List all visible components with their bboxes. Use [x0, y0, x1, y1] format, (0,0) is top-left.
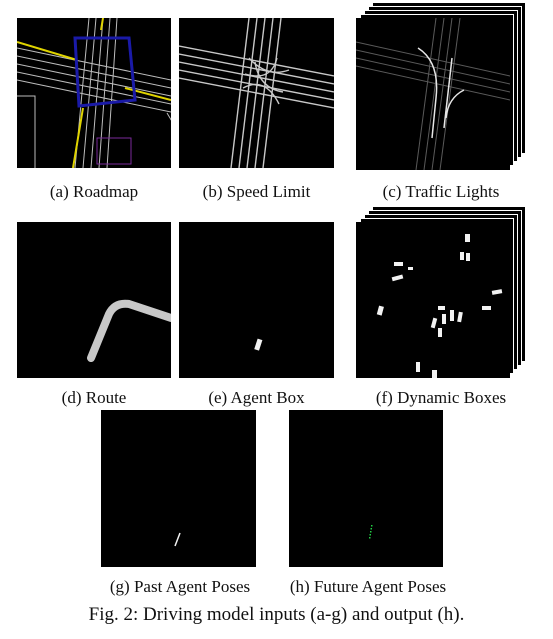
caption-traffic-lights: (c) Traffic Lights: [382, 182, 500, 201]
panel-past-agent-poses: [101, 410, 256, 567]
caption-future-agent-poses: (h) Future Agent Poses: [289, 577, 447, 596]
caption-speed-limit: (b) Speed Limit: [202, 182, 311, 201]
panel-speed-limit: [179, 18, 334, 168]
panel-traffic-lights: [355, 2, 526, 171]
panel-route: [17, 222, 171, 378]
panel-future-agent-poses: [289, 410, 443, 567]
panel-agent-box: [179, 222, 334, 378]
panel-dynamic-boxes: [356, 206, 526, 378]
caption-dynamic-boxes: (f) Dynamic Boxes: [375, 388, 507, 407]
stack-sheet-front: [356, 222, 510, 378]
caption-roadmap: (a) Roadmap: [49, 182, 139, 201]
caption-route: (d) Route: [61, 388, 127, 407]
stack-sheet-front: [355, 17, 511, 171]
figure-caption: Fig. 2: Driving model inputs (a-g) and o…: [88, 604, 465, 625]
caption-past-agent-poses: (g) Past Agent Poses: [109, 577, 251, 596]
caption-agent-box: (e) Agent Box: [208, 388, 305, 407]
panel-roadmap: [17, 18, 171, 168]
